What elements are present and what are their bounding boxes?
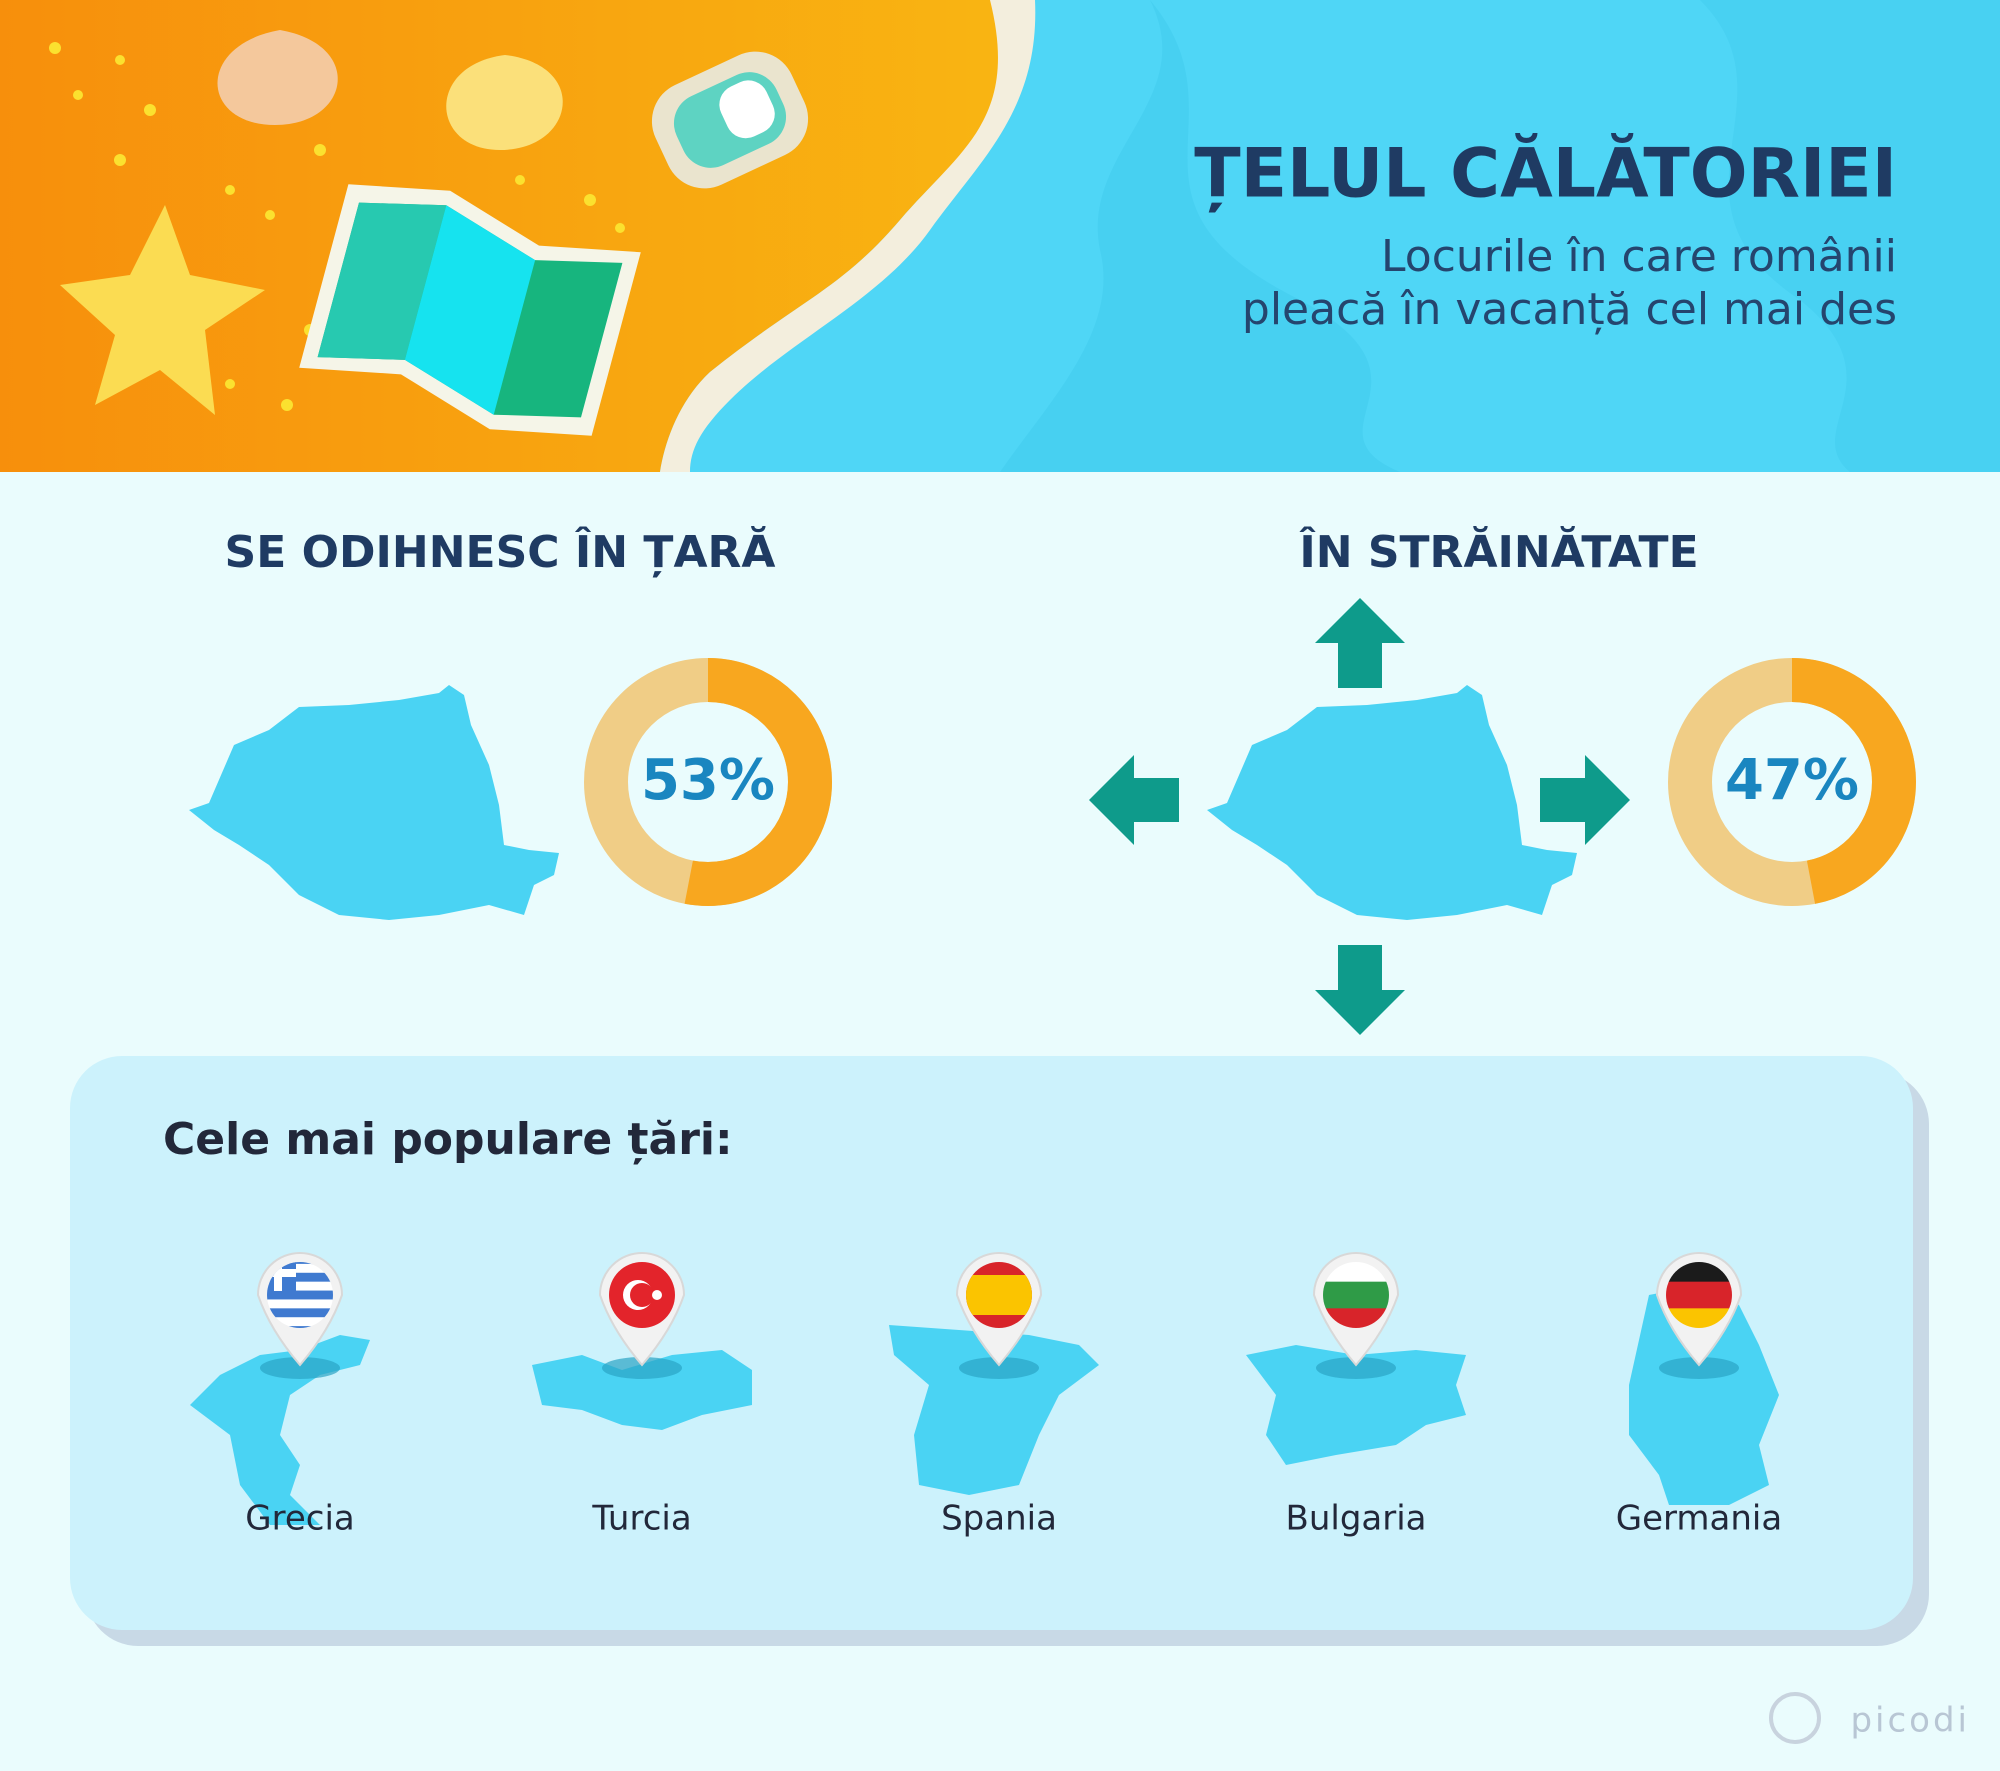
flag-stripe (1323, 1281, 1389, 1309)
flag-stripe (1666, 1281, 1732, 1309)
flag-stripe (267, 1308, 333, 1318)
country-map (889, 1325, 1099, 1495)
country-map (532, 1350, 752, 1430)
donut-arc (584, 658, 832, 906)
flag (267, 1262, 333, 1328)
pin-shadow (959, 1357, 1039, 1379)
country-name: Germania (1616, 1499, 1782, 1539)
flag (1323, 1262, 1389, 1328)
country-name: Grecia (245, 1499, 354, 1539)
pin-shadow (1659, 1357, 1739, 1379)
flag-crescent (630, 1283, 654, 1307)
flag (609, 1262, 675, 1328)
country-name: Bulgaria (1286, 1499, 1427, 1539)
flag-stripe (267, 1317, 333, 1327)
flag-stripe (1666, 1262, 1732, 1283)
donut-arc (1668, 658, 1916, 906)
flag-stripe (267, 1281, 333, 1292)
flag-stripe (267, 1272, 333, 1283)
country-map (1246, 1345, 1466, 1465)
pin-shadow (1316, 1357, 1396, 1379)
flag-stripe (1323, 1262, 1389, 1283)
country-name: Turcia (591, 1499, 691, 1539)
section-title: ÎN STRĂINĂTATE (1299, 525, 1698, 578)
flag-stripe (267, 1299, 333, 1309)
flag-stripe (966, 1275, 1032, 1315)
flag-stripe (1323, 1308, 1389, 1328)
flag-stripe (267, 1263, 333, 1274)
flag (966, 1262, 1032, 1328)
brand-logo (1769, 1692, 1821, 1744)
section-title: SE ODIHNESC ÎN ȚARĂ (225, 525, 776, 578)
flag-star (652, 1290, 662, 1300)
donut-label: 47% (1725, 748, 1859, 813)
subtitle: pleacă în vacanță cel mai des (1242, 284, 1897, 335)
header-art (0, 0, 2000, 472)
country-name: Spania (941, 1499, 1057, 1539)
flag (1666, 1262, 1732, 1328)
flag-stripe (267, 1290, 333, 1300)
country-map (190, 1335, 370, 1525)
pin-shadow (260, 1357, 340, 1379)
panel-title: Cele mai populare țări: (163, 1114, 733, 1165)
subtitle: Locurile în care românii (1381, 231, 1897, 282)
donut-label: 53% (641, 748, 775, 813)
flag-stripe (267, 1262, 333, 1265)
flag-stripe (1666, 1308, 1732, 1328)
country-map (1629, 1285, 1779, 1505)
brand: picodi (1850, 1701, 1970, 1741)
pin-shadow (602, 1357, 682, 1379)
title: ȚELUL CĂLĂTORIEI (1194, 133, 1897, 214)
flag-cross (274, 1262, 282, 1291)
flag-stripe (267, 1326, 333, 1328)
